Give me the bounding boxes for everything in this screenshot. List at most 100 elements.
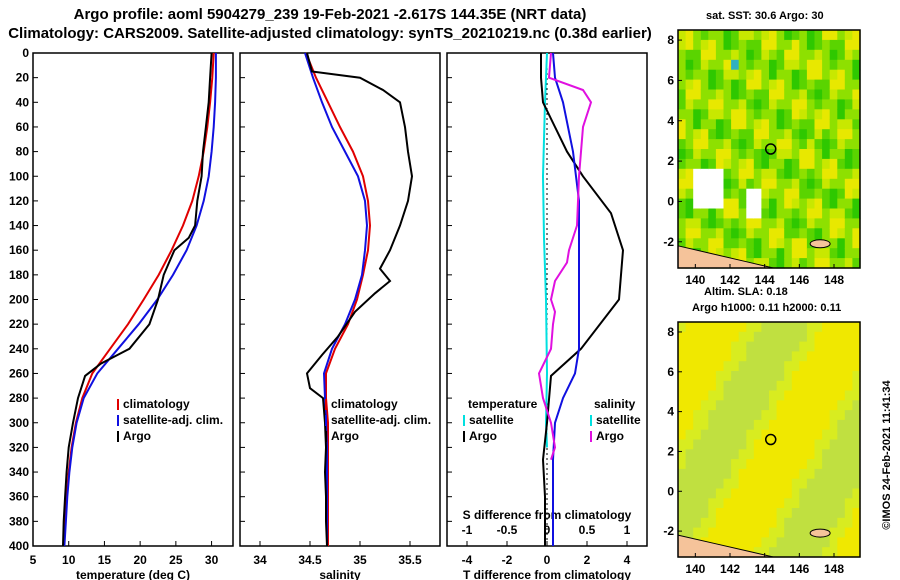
map-cell [814, 459, 823, 470]
map-cell [814, 149, 823, 160]
map-cell [806, 537, 816, 548]
map-cell [822, 39, 831, 51]
map-cell [769, 537, 778, 548]
map-cell [731, 371, 740, 382]
map-cell [829, 429, 838, 441]
map-cell [753, 238, 762, 249]
map-cell [753, 99, 762, 110]
map-cell [799, 419, 808, 431]
map-cell [844, 198, 853, 210]
map-cell [784, 439, 793, 450]
map-cell [837, 508, 846, 519]
map-cell [852, 168, 861, 180]
map-cell [822, 361, 831, 372]
map-cell [852, 158, 861, 170]
map-cell [746, 238, 755, 249]
map-cell [769, 248, 778, 259]
map-cell [814, 449, 823, 460]
map-cell [806, 248, 816, 259]
map-cell [829, 248, 838, 259]
map-cell [753, 228, 762, 239]
map-cell [678, 380, 687, 392]
map-cell [769, 119, 778, 130]
map-cell [746, 79, 755, 91]
map-cell [806, 517, 816, 529]
map-cell [738, 178, 747, 190]
map-cell [738, 400, 747, 411]
map-cell [715, 238, 725, 249]
map-cell [731, 89, 740, 100]
map-cell [806, 89, 816, 100]
map-cell [738, 168, 747, 180]
map-cell [799, 39, 808, 51]
map-cell [837, 89, 846, 100]
map-cell [731, 478, 740, 490]
map-cell [769, 198, 778, 210]
map-cell [844, 371, 853, 382]
map-cell [776, 69, 785, 81]
y-tick-label: 0 [22, 46, 29, 60]
map-cell [738, 228, 747, 239]
x-tick-label-salinity: 34.5 [298, 553, 322, 567]
map-cell [678, 371, 687, 382]
map-x-tick-label: 146 [789, 273, 809, 287]
map-cell [761, 198, 770, 210]
map-cell [829, 30, 838, 41]
map-cell [829, 390, 838, 401]
map-cell [753, 30, 762, 41]
map-cell [784, 478, 793, 490]
map-cell [776, 527, 785, 538]
map-cell [738, 49, 747, 61]
map-cell [769, 322, 778, 333]
map-cell [784, 238, 793, 249]
map-cell [852, 99, 861, 110]
map-cell [769, 371, 778, 382]
map-cell [700, 390, 709, 401]
map-cell [678, 109, 687, 120]
map-cell [715, 228, 725, 239]
map-cell [852, 49, 861, 61]
map-cell [852, 400, 861, 411]
map-cell [700, 488, 709, 499]
map-cell [693, 149, 702, 160]
map-cell [776, 419, 785, 431]
y-tick-label: 260 [9, 366, 29, 380]
map-cell [837, 468, 846, 480]
map-cell [776, 322, 785, 333]
map-cell [678, 449, 687, 460]
map-cell [776, 218, 785, 229]
map-cell [731, 508, 740, 519]
map-cell [693, 208, 702, 219]
map-cell [738, 198, 747, 210]
map-cell [700, 341, 709, 352]
map-cell [693, 119, 702, 130]
map-cell [693, 331, 702, 343]
map-cell [769, 69, 778, 81]
map-cell [738, 390, 747, 401]
map-cell [769, 410, 778, 421]
map-cell [806, 419, 816, 431]
map-cell [829, 119, 838, 130]
map-cell [693, 69, 702, 81]
map-cell [784, 527, 793, 538]
map-cell [776, 39, 785, 51]
map-cell [784, 390, 793, 401]
map-cell [806, 79, 816, 91]
map-cell [753, 331, 762, 343]
map-cell [784, 89, 793, 100]
map-cell [844, 419, 853, 431]
map-cell [791, 468, 800, 480]
map-cell [837, 158, 846, 170]
map-cell [715, 218, 725, 229]
map-cell [738, 139, 747, 150]
map-cell [731, 439, 740, 450]
map-cell [822, 69, 831, 81]
map-cell [791, 459, 800, 470]
map-cell [791, 89, 800, 100]
map-cell [844, 498, 853, 509]
map-cell [708, 380, 717, 392]
map-cell [715, 69, 725, 81]
map-cell [700, 400, 709, 411]
map-cell [746, 178, 755, 190]
map-cell [738, 361, 747, 372]
